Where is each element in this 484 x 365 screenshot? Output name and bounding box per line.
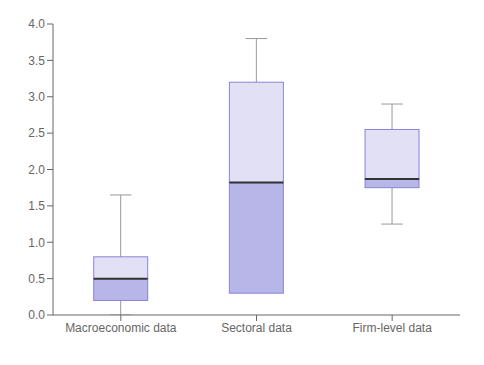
svg-text:1.5: 1.5 [28,199,45,213]
svg-text:2.0: 2.0 [28,163,45,177]
svg-text:0.0: 0.0 [28,308,45,322]
svg-text:Macroeconomic data: Macroeconomic data [65,321,177,335]
svg-text:3.0: 3.0 [28,90,45,104]
svg-text:Sectoral data: Sectoral data [221,321,292,335]
svg-text:0.5: 0.5 [28,272,45,286]
svg-text:1.0: 1.0 [28,236,45,250]
svg-text:Firm-level data: Firm-level data [352,321,432,335]
svg-text:3.5: 3.5 [28,54,45,68]
svg-text:4.0: 4.0 [28,17,45,31]
svg-text:2.5: 2.5 [28,126,45,140]
